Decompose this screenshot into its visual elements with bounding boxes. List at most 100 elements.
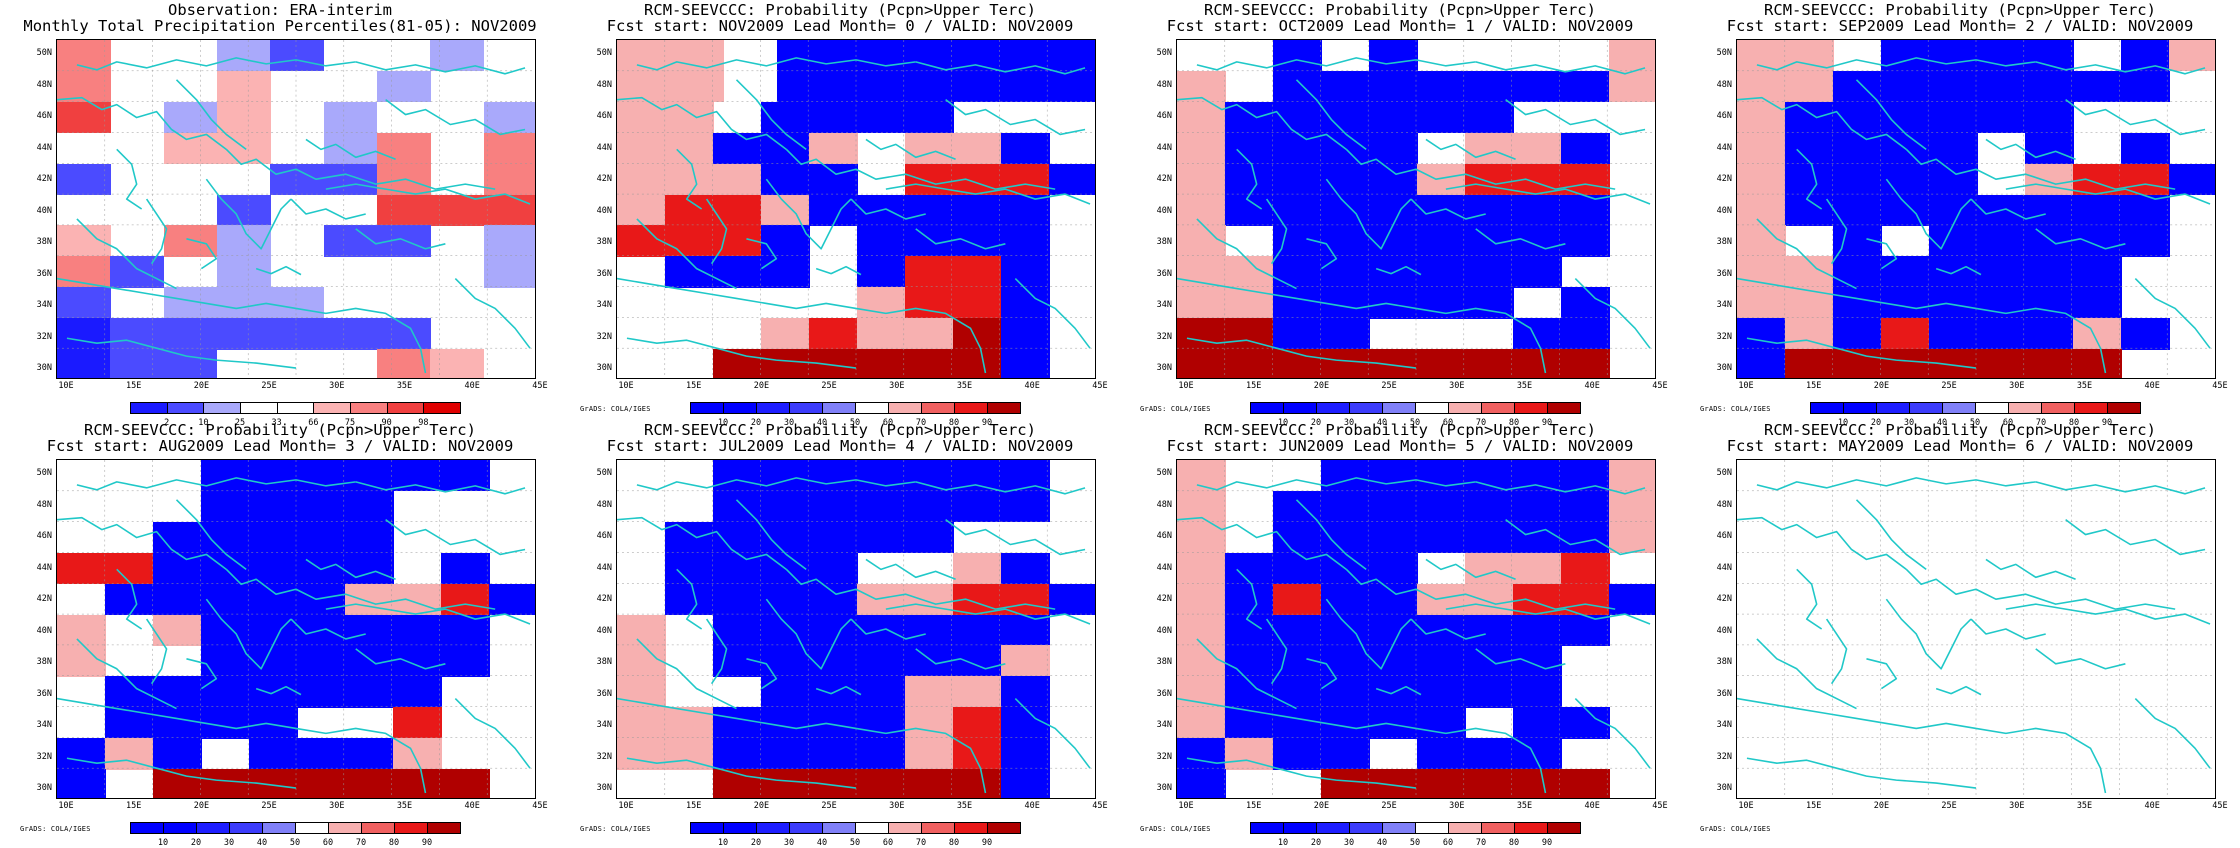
grads-credit: GrADS: COLA/IGES <box>20 825 91 833</box>
coastline <box>1970 198 2046 220</box>
longitude-label: 45E <box>532 381 548 391</box>
coastline <box>1796 568 1823 630</box>
colorbar-box <box>196 822 230 834</box>
latitude-label: 48N <box>1156 499 1172 510</box>
colorbar-box <box>1876 402 1910 414</box>
longitude-label: 20E <box>1873 801 1890 811</box>
latitude-label: 40N <box>1156 205 1172 216</box>
latitude-label: 38N <box>1156 237 1172 247</box>
colorbar-box <box>1448 402 1482 414</box>
grid-cell <box>1043 70 1095 103</box>
grid-cell <box>441 614 490 646</box>
latitude-label: 48N <box>596 499 612 510</box>
longitude-label: 15E <box>126 801 142 811</box>
coastline <box>636 218 737 290</box>
grid-cell <box>761 614 810 646</box>
grid-cell <box>883 40 938 72</box>
colorbar-box <box>262 822 296 834</box>
coastline <box>1345 148 1616 190</box>
grid-cell <box>857 287 906 319</box>
longitude-label: 35E <box>2076 801 2093 811</box>
grid-cell <box>393 769 442 798</box>
grid-cell <box>1321 194 1370 226</box>
grid-cell <box>905 521 954 554</box>
grid-cell <box>1609 490 1655 523</box>
map-panel: RCM-SEEVCCC: Probability (Pcpn>Upper Ter… <box>1120 420 1680 848</box>
grid-cell <box>1929 101 1978 134</box>
colorbar-box <box>921 822 955 834</box>
colorbar-box <box>723 402 757 414</box>
grid-cell <box>1321 287 1370 319</box>
grid-cell <box>809 101 858 134</box>
grid-cell <box>953 707 1002 739</box>
grid-cell <box>713 583 762 616</box>
grid-cell <box>323 318 378 350</box>
grid-cell <box>1737 132 1786 165</box>
grid-cell <box>1513 614 1562 646</box>
grid-cell <box>105 583 154 616</box>
coastline <box>1796 148 1823 210</box>
latitude-label: 48N <box>1156 79 1172 90</box>
grid-cell <box>1225 101 1274 134</box>
grid-cell <box>1001 552 1050 585</box>
grid-cell <box>1785 318 1834 350</box>
grid-cell <box>1321 769 1370 798</box>
colorbar-box <box>350 402 388 414</box>
latitude-label: 38N <box>36 657 52 667</box>
grid-cell <box>1737 318 1786 350</box>
latitude-label: 50N <box>1156 468 1172 478</box>
grid-cell <box>1001 645 1050 677</box>
grid-cell <box>665 583 714 616</box>
grid-cell <box>1417 101 1466 134</box>
colorbar-tick: 50 <box>1409 418 1421 428</box>
grid-cell <box>1561 349 1610 378</box>
longitude-label: 25E <box>261 381 277 391</box>
coastline-layer <box>1737 460 2215 798</box>
grid-cell <box>809 738 858 770</box>
colorbar-box <box>954 402 988 414</box>
coastline <box>617 697 857 730</box>
coastline <box>1985 138 2076 161</box>
grid-cell <box>665 101 714 134</box>
grid-cell <box>953 490 1002 523</box>
grid-cell <box>857 676 906 708</box>
grid-cell <box>2073 194 2122 226</box>
grid-cell <box>201 583 250 616</box>
latitude-label: 30N <box>36 783 52 793</box>
coastline-layer <box>1177 40 1655 378</box>
grid-cell <box>1561 318 1610 350</box>
grid-cell <box>1321 163 1370 196</box>
grid-cell <box>1273 676 1322 708</box>
grid-cell <box>1177 552 1226 585</box>
latitude-label: 40N <box>1716 205 1732 216</box>
grid-cell <box>163 318 218 350</box>
grid-cell <box>1465 101 1514 134</box>
colorbar: 10 20 30 40 50 60 70 80 90 <box>1250 822 1581 848</box>
latitude-label: 32N <box>36 751 52 762</box>
grid-cell <box>1881 163 1930 196</box>
coastline <box>57 697 297 730</box>
longitude-label: 25E <box>821 801 837 811</box>
colorbar-tick: 10 <box>198 418 209 428</box>
colorbar-tick: 40 <box>1936 418 1948 428</box>
coastline <box>1186 757 1417 789</box>
coastline <box>1196 638 1297 710</box>
grid-cell <box>1785 40 1834 72</box>
grid-cell <box>1561 287 1610 319</box>
grid-cell <box>345 614 394 646</box>
latitude-label: 36N <box>596 688 612 699</box>
grid-cell <box>761 349 810 378</box>
colorbar: 10 20 30 40 50 60 70 80 90 <box>1250 402 1581 428</box>
colorbar-box <box>240 402 278 414</box>
grid-cell <box>1977 349 2026 378</box>
latitude-label: 34N <box>36 300 52 310</box>
coastline <box>76 638 177 710</box>
colorbar-box <box>690 402 724 414</box>
data-cells <box>617 460 1095 798</box>
longitude-label: 20E <box>1873 381 1890 391</box>
grid-cell <box>1785 349 1834 378</box>
grid-cell <box>1001 194 1050 226</box>
grid-cell <box>163 225 218 257</box>
grid-cell <box>323 225 378 257</box>
colorbar-box <box>1514 402 1548 414</box>
